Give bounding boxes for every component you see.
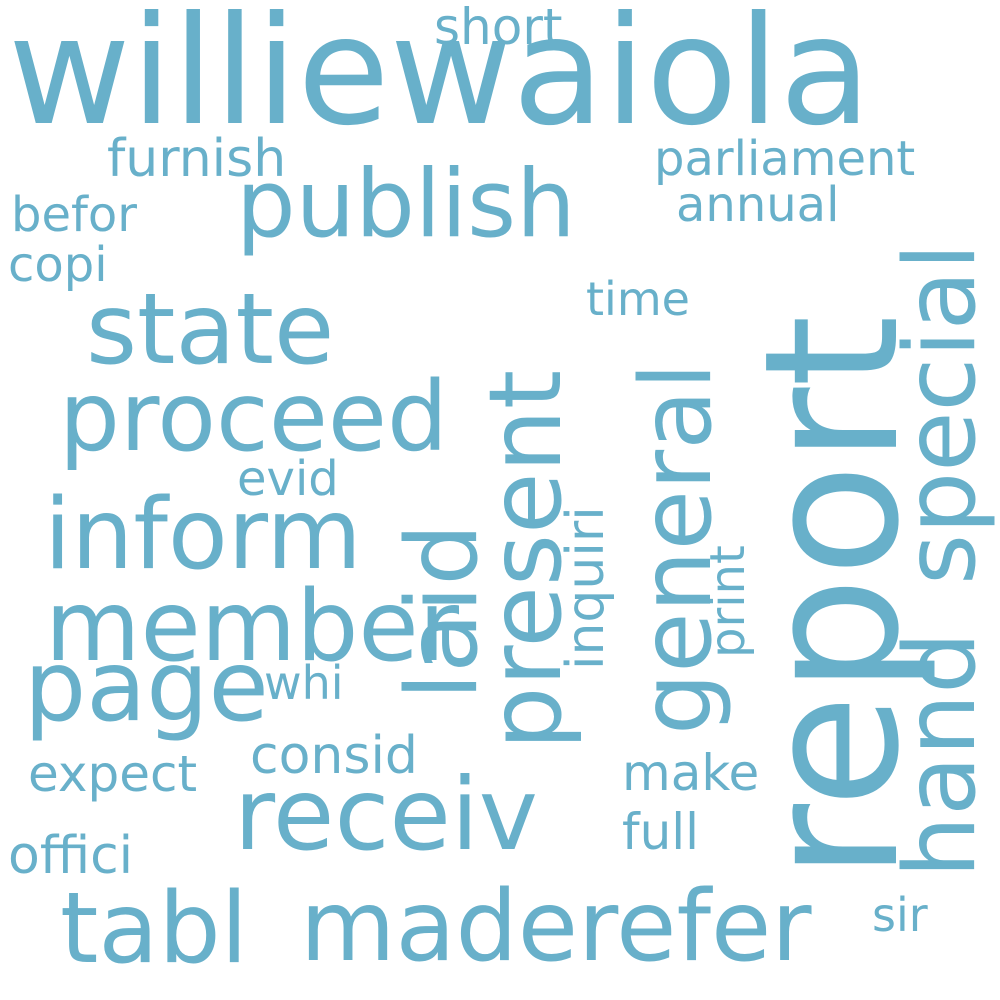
word-short: short <box>434 0 563 56</box>
word-consid: consid <box>250 726 418 786</box>
word-sir: sir <box>872 888 928 942</box>
word-expect: expect <box>28 745 198 803</box>
word-proceed: proceed <box>59 361 448 473</box>
word-maderefer: maderefer <box>300 870 812 984</box>
word-annual: annual <box>676 177 840 233</box>
word-tabl: tabl <box>60 872 248 986</box>
word-member: member <box>45 570 460 684</box>
word-inform: inform <box>44 478 362 592</box>
word-inquiri: inquiri <box>556 506 616 670</box>
word-time: time <box>586 272 690 326</box>
word-state: state <box>86 273 335 387</box>
word-make: make <box>622 744 760 802</box>
word-full: full <box>622 803 700 861</box>
word-whi: whi <box>264 656 344 710</box>
word-evid: evid <box>237 451 339 507</box>
word-furnish: furnish <box>107 129 287 189</box>
word-copi: copi <box>8 237 108 293</box>
word-page: page <box>24 630 269 744</box>
word-special: special <box>884 243 998 585</box>
word-publish: publish <box>236 150 576 259</box>
word-receiv: receiv <box>234 756 538 873</box>
word-print: print <box>700 545 756 658</box>
word-offici: offici <box>8 826 134 886</box>
word-befor: befor <box>11 187 137 243</box>
word-hand: hand <box>884 631 998 878</box>
word-laid: laid <box>386 523 500 700</box>
word-williewaiola: williewaiola <box>8 0 872 159</box>
word-parliament: parliament <box>654 131 916 187</box>
